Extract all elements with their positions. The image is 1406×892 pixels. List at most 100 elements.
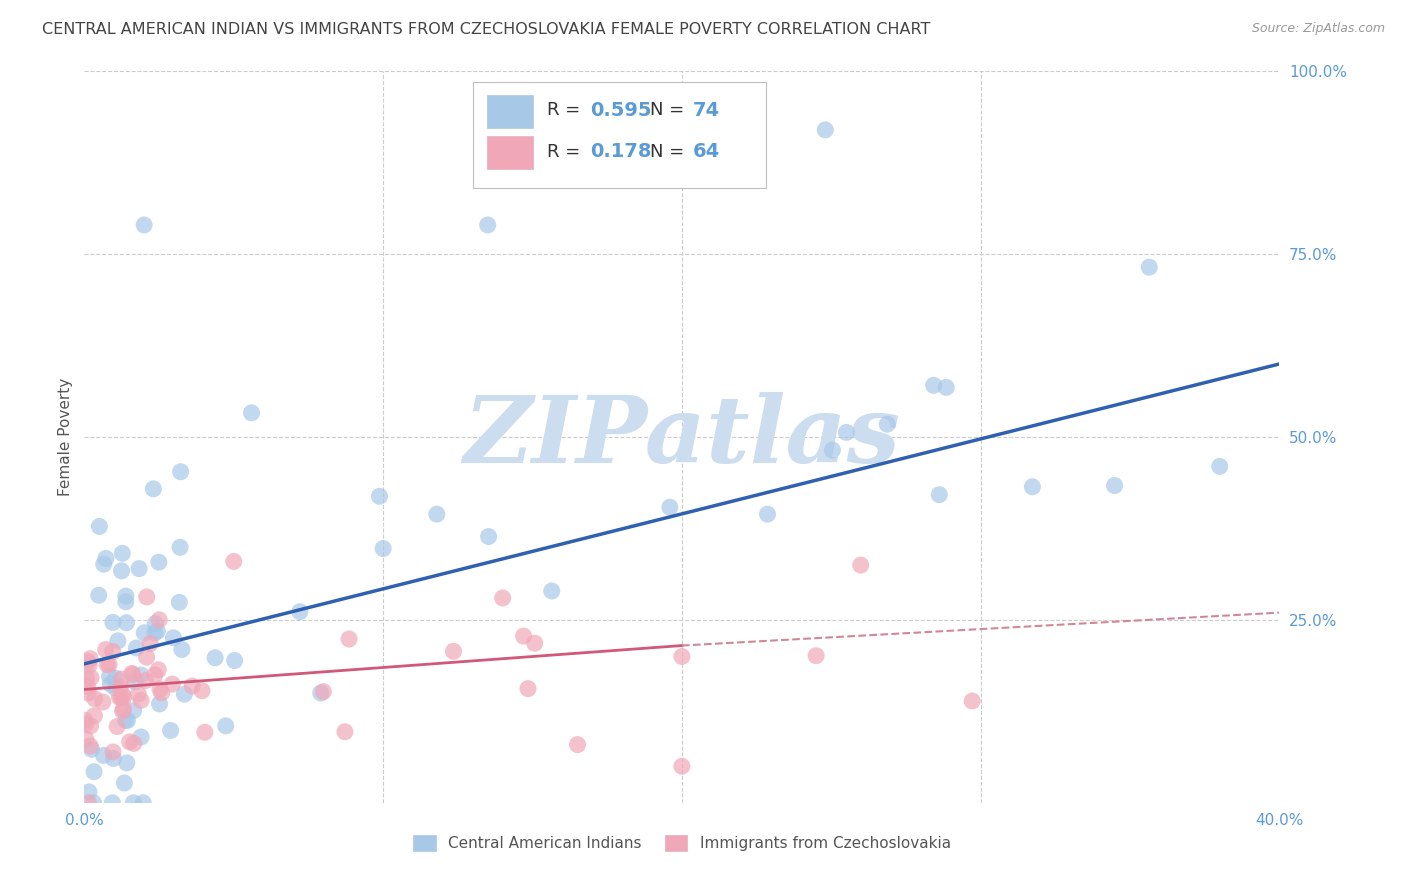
Point: [124, 674, 146, 689]
Point: [87, 588, 110, 602]
Point: [111, 688, 134, 702]
Point: [83, 764, 105, 779]
Point: [492, 591, 515, 605]
Text: 0.178: 0.178: [591, 143, 651, 161]
Point: [142, 482, 165, 496]
Point: [134, 625, 156, 640]
Point: [77, 658, 100, 673]
Point: [122, 736, 145, 750]
Point: [112, 690, 135, 705]
Point: [477, 529, 499, 543]
Point: [83, 796, 105, 810]
Point: [170, 642, 193, 657]
Point: [77, 655, 100, 669]
Point: [128, 561, 150, 575]
Point: [814, 123, 837, 137]
Point: [928, 488, 950, 502]
Text: Source: ZipAtlas.com: Source: ZipAtlas.com: [1251, 22, 1385, 36]
Point: [169, 465, 191, 479]
Point: [111, 704, 134, 718]
Point: [115, 756, 138, 770]
FancyBboxPatch shape: [486, 95, 533, 128]
Point: [162, 677, 184, 691]
Text: N =: N =: [650, 143, 683, 161]
Point: [111, 546, 134, 560]
Point: [477, 218, 499, 232]
Point: [117, 714, 139, 728]
Point: [79, 719, 101, 733]
Point: [115, 615, 138, 630]
Point: [309, 686, 332, 700]
Point: [129, 693, 152, 707]
Point: [1104, 478, 1126, 492]
Point: [523, 636, 546, 650]
Point: [333, 724, 356, 739]
Point: [122, 704, 145, 718]
Point: [821, 443, 844, 458]
Point: [122, 796, 145, 810]
Point: [143, 668, 166, 682]
Text: ZIPatlas: ZIPatlas: [464, 392, 900, 482]
Point: [169, 595, 191, 609]
Point: [101, 796, 124, 810]
Point: [93, 748, 115, 763]
Point: [76, 680, 98, 694]
Point: [107, 633, 129, 648]
Point: [114, 714, 136, 728]
Point: [426, 507, 449, 521]
Point: [77, 796, 100, 810]
Point: [104, 671, 127, 685]
Point: [75, 717, 97, 731]
Point: [114, 595, 136, 609]
Text: R =: R =: [547, 101, 581, 120]
Point: [104, 681, 127, 696]
Point: [935, 380, 957, 394]
Point: [150, 686, 173, 700]
Point: [517, 681, 540, 696]
Point: [191, 683, 214, 698]
Point: [103, 751, 125, 765]
FancyBboxPatch shape: [486, 136, 533, 169]
Point: [125, 640, 148, 655]
Point: [101, 745, 124, 759]
Point: [540, 584, 562, 599]
Point: [139, 637, 162, 651]
Point: [194, 725, 217, 739]
Point: [83, 691, 105, 706]
Point: [101, 644, 124, 658]
Point: [159, 723, 181, 738]
Point: [108, 690, 131, 705]
Point: [89, 519, 111, 533]
Point: [312, 684, 335, 698]
Point: [80, 671, 103, 685]
Point: [1137, 260, 1160, 275]
Point: [121, 666, 143, 681]
Point: [567, 738, 589, 752]
Point: [756, 507, 779, 521]
Point: [288, 605, 311, 619]
Point: [960, 694, 983, 708]
Point: [181, 679, 204, 693]
Point: [148, 697, 170, 711]
Point: [512, 629, 534, 643]
Point: [110, 564, 132, 578]
Point: [112, 776, 135, 790]
Point: [135, 590, 157, 604]
Point: [76, 671, 98, 685]
Point: [146, 624, 169, 638]
Point: [337, 632, 360, 646]
Point: [79, 739, 101, 753]
Point: [80, 742, 103, 756]
Point: [1209, 459, 1232, 474]
Point: [835, 425, 858, 440]
Point: [129, 730, 152, 744]
Point: [101, 615, 124, 630]
Point: [110, 680, 132, 694]
Point: [169, 541, 191, 555]
Point: [73, 713, 96, 727]
Y-axis label: Female Poverty: Female Poverty: [58, 378, 73, 496]
Text: 0.595: 0.595: [591, 101, 651, 120]
Point: [77, 686, 100, 700]
Text: R =: R =: [547, 143, 581, 161]
Point: [373, 541, 395, 556]
